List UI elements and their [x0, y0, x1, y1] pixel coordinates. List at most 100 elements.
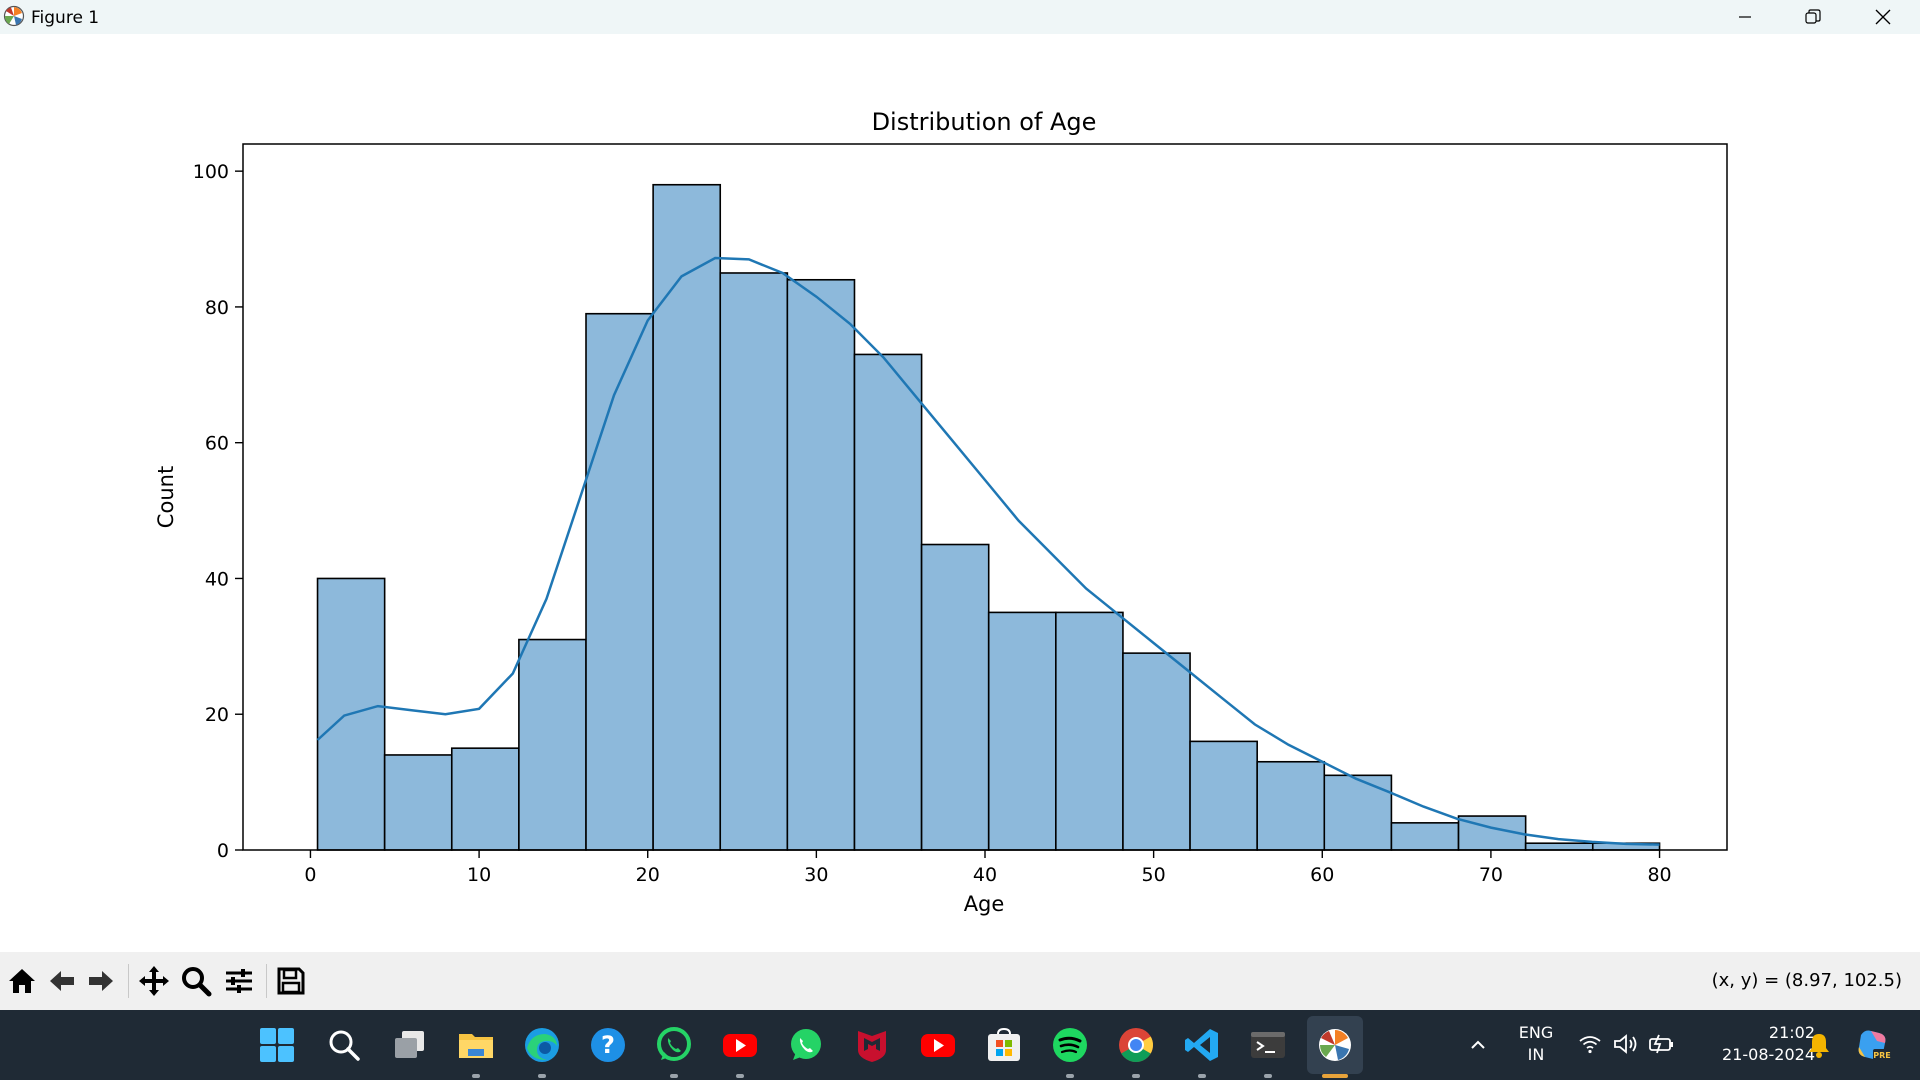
mcafee-button[interactable] [851, 1024, 893, 1066]
histogram-bar [1055, 611, 1124, 851]
chrome-button[interactable] [1115, 1024, 1157, 1066]
home-button[interactable] [5, 964, 39, 998]
y-tick-label: 60 [205, 433, 229, 455]
x-tick-label: 30 [804, 864, 828, 886]
chevron-up-icon [1471, 1040, 1485, 1049]
histogram-bar [450, 747, 520, 851]
save-button[interactable] [274, 964, 308, 998]
restore-button[interactable] [1778, 0, 1848, 34]
toolbar-separator [128, 964, 129, 998]
spotify-button[interactable] [1049, 1024, 1091, 1066]
running-indicator [1066, 1074, 1074, 1078]
language-indicator[interactable]: ENG IN [1512, 1022, 1560, 1066]
quick-settings-button[interactable] [1578, 1032, 1678, 1058]
start-icon [260, 1028, 294, 1062]
terminal-button[interactable] [1247, 1024, 1289, 1066]
close-icon [1875, 9, 1891, 25]
clock-date: 21-08-2024 [1722, 1045, 1815, 1064]
forward-button[interactable] [84, 964, 118, 998]
chart-title: Distribution of Age [872, 108, 1097, 136]
search-icon [329, 1030, 360, 1061]
histogram-bar [786, 278, 856, 851]
home-icon [9, 969, 35, 993]
cursor-coordinates: (x, y) = (8.97, 102.5) [1711, 970, 1902, 991]
microsoft-store-button[interactable] [983, 1024, 1025, 1066]
histogram-bar [853, 353, 923, 851]
zoom-icon [182, 967, 212, 997]
clock[interactable]: 21:02 21-08-2024 [1695, 1022, 1815, 1066]
histogram-bar [652, 183, 722, 851]
windows-taskbar: ? [0, 1010, 1920, 1080]
vscode-button[interactable] [1181, 1024, 1223, 1066]
edge-icon [525, 1028, 559, 1062]
help-icon: ? [591, 1028, 625, 1062]
forward-icon [89, 971, 113, 991]
figure-canvas[interactable]: Distribution of Age 0 10 20 30 40 50 60 70 80 0 2… [0, 34, 1920, 952]
window-title: Figure 1 [31, 8, 100, 28]
toolbar-separator [266, 964, 267, 998]
running-indicator [472, 1074, 480, 1078]
back-button[interactable] [45, 964, 79, 998]
kde-curve [316, 256, 1660, 846]
copilot-icon: PRE [1858, 1030, 1891, 1061]
y-tick-label: 0 [217, 840, 229, 862]
notifications-button[interactable] [1798, 1024, 1840, 1066]
whatsapp-button[interactable] [653, 1024, 695, 1066]
y-tick-label: 100 [193, 161, 229, 183]
clock-time: 21:02 [1768, 1023, 1815, 1042]
youtube-icon [723, 1034, 757, 1057]
running-indicator [736, 1074, 744, 1078]
save-icon [277, 967, 305, 995]
copilot-button[interactable]: PRE [1852, 1024, 1894, 1066]
y-tick-label: 40 [205, 568, 229, 590]
help-button[interactable]: ? [587, 1024, 629, 1066]
close-button[interactable] [1848, 0, 1918, 34]
configure-subplots-button[interactable] [222, 964, 256, 998]
x-tick-label: 0 [304, 864, 316, 886]
show-hidden-icons-button[interactable] [1457, 1024, 1499, 1066]
matplotlib-figure-button[interactable] [1314, 1024, 1356, 1066]
svg-text:?: ? [601, 1031, 615, 1059]
y-tick-label: 20 [205, 704, 229, 726]
region-code: IN [1527, 1045, 1545, 1064]
task-view-icon [395, 1031, 424, 1058]
x-tick-label: 80 [1647, 864, 1671, 886]
whatsapp-icon [657, 1027, 691, 1061]
x-tick-label: 50 [1142, 864, 1166, 886]
histogram-bar [585, 312, 654, 851]
pan-button[interactable] [137, 964, 171, 998]
zoom-button[interactable] [179, 964, 213, 998]
spotify-icon [1053, 1028, 1087, 1062]
running-indicator [670, 1074, 678, 1078]
x-tick-label: 20 [636, 864, 660, 886]
window-titlebar: Figure 1 [0, 0, 1920, 34]
x-axis-label: Age [964, 892, 1005, 916]
histogram-bar [1524, 842, 1594, 851]
file-explorer-button[interactable] [455, 1024, 497, 1066]
youtube-button[interactable] [719, 1024, 761, 1066]
start-button[interactable] [256, 1024, 298, 1066]
histogram-bar [987, 611, 1057, 851]
wifi-icon [1579, 1036, 1601, 1054]
histogram-bar [1323, 774, 1393, 851]
restore-icon [1805, 9, 1821, 24]
histogram-bar [383, 754, 453, 851]
whatsapp-web-button[interactable] [785, 1024, 827, 1066]
y-tick-label: 80 [205, 297, 229, 319]
histogram-bar [518, 638, 587, 851]
running-indicator [538, 1074, 546, 1078]
language-code: ENG [1518, 1023, 1554, 1042]
taskbar-search-button[interactable] [323, 1024, 365, 1066]
whatsapp-web-icon [791, 1029, 821, 1060]
youtube-app-button[interactable] [917, 1024, 959, 1066]
minimize-button[interactable] [1710, 0, 1780, 34]
notification-bell-icon [1809, 1034, 1829, 1058]
edge-button[interactable] [521, 1024, 563, 1066]
running-indicator [1132, 1074, 1140, 1078]
matplotlib-figure-icon [1319, 1029, 1351, 1061]
task-view-button[interactable] [389, 1024, 431, 1066]
x-tick-label: 70 [1479, 864, 1503, 886]
volume-icon [1614, 1034, 1637, 1054]
histogram-bar [1189, 740, 1258, 851]
terminal-icon [1251, 1032, 1285, 1058]
